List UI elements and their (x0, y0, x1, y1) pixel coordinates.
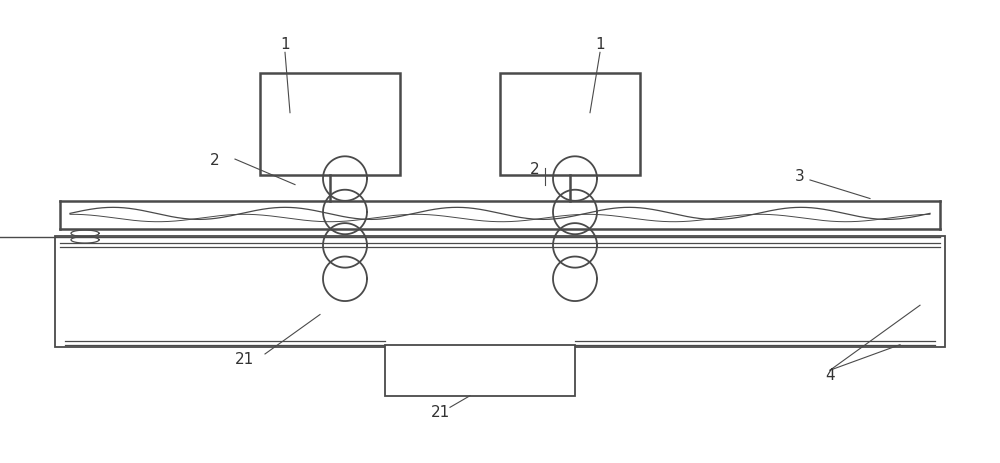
Bar (55, 236, 945, 347)
Text: 4: 4 (825, 368, 835, 382)
Text: 1: 1 (595, 37, 605, 51)
Bar (385, 345, 575, 396)
Text: 3: 3 (795, 169, 805, 183)
Text: 2: 2 (210, 152, 220, 167)
Text: 1: 1 (280, 37, 290, 51)
Bar (500, 74, 640, 176)
Bar (260, 74, 400, 176)
Text: 21: 21 (430, 405, 450, 419)
Text: 2: 2 (530, 162, 540, 176)
Text: 21: 21 (235, 351, 255, 366)
